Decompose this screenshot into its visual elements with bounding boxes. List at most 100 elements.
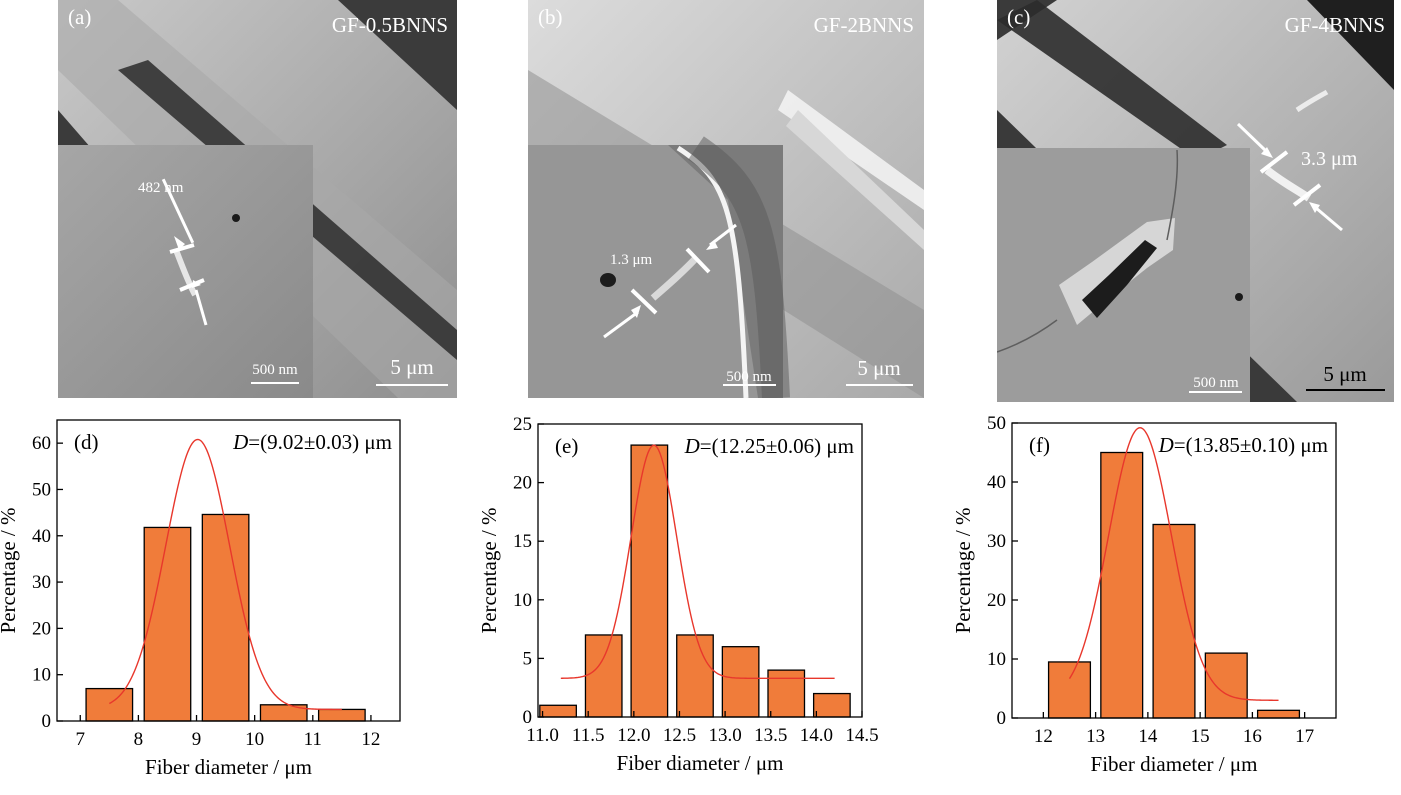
- sem-inset-measure-b: 1.3 μm: [610, 252, 653, 268]
- bar-3: [676, 634, 714, 718]
- x-tick-label: 8: [134, 729, 144, 750]
- y-tick-label: 10: [32, 665, 51, 686]
- sem-image-a: (a) GF-0.5BNNS 482 nm 500 nm 5 μm: [58, 0, 457, 398]
- x-tick-label: 12.5: [663, 725, 696, 746]
- y-tick-label: 40: [32, 526, 51, 547]
- sem-sample-a: GF-0.5BNNS: [332, 13, 448, 37]
- mean-diameter-annotation: D=(12.25±0.06) μm: [684, 434, 854, 458]
- sem-panel-c: (c) GF-4BNNS 3.3 μm 500 nm 5 μm: [997, 0, 1394, 402]
- sem-tag-b: (b): [538, 5, 563, 29]
- bar-0: [539, 704, 577, 718]
- y-tick-label: 20: [32, 618, 51, 639]
- sem-image-c: (c) GF-4BNNS 3.3 μm 500 nm 5 μm: [997, 0, 1394, 402]
- y-tick-label: 0: [997, 708, 1007, 729]
- bar-1: [143, 526, 192, 722]
- sem-main-scale-c: 5 μm: [1323, 362, 1366, 386]
- annotation-value: =(13.85±0.10) μm: [1174, 433, 1328, 457]
- y-tick-label: 50: [987, 413, 1006, 434]
- x-tick-label: 16: [1243, 726, 1262, 747]
- gaussian-fit-line: [1068, 427, 1279, 701]
- y-axis-label: Percentage / %: [477, 508, 501, 634]
- y-tick-label: 50: [32, 479, 51, 500]
- panel-tag: (d): [74, 430, 99, 454]
- sem-sample-c: GF-4BNNS: [1285, 13, 1385, 37]
- annotation-symbol: D: [232, 430, 248, 454]
- y-tick-label: 10: [513, 590, 532, 611]
- panel-tag: (e): [555, 434, 578, 458]
- x-tick-label: 13: [1086, 726, 1105, 747]
- y-tick-label: 0: [42, 711, 52, 732]
- x-tick-label: 10: [245, 729, 264, 750]
- sem-main-scale-a: 5 μm: [390, 355, 433, 379]
- bar-6: [812, 692, 851, 718]
- gaussian-fit-line: [560, 444, 835, 680]
- panel-tag: (f): [1029, 433, 1050, 457]
- x-tick-label: 11.0: [526, 725, 559, 746]
- x-tick-label: 14.0: [800, 725, 833, 746]
- y-tick-label: 20: [987, 590, 1006, 611]
- plot-frame: [1011, 422, 1337, 719]
- y-tick-label: 10: [987, 649, 1006, 670]
- y-tick-label: 15: [513, 531, 532, 552]
- annotation-symbol: D: [1158, 433, 1174, 457]
- annotation-value: =(12.25±0.06) μm: [700, 434, 854, 458]
- y-tick-label: 40: [987, 472, 1006, 493]
- x-tick-label: 14.5: [845, 725, 878, 746]
- y-tick-label: 30: [32, 572, 51, 593]
- x-axis-label: Fiber diameter / μm: [1091, 752, 1258, 776]
- bar-3: [1204, 652, 1248, 719]
- bar-1: [584, 634, 623, 718]
- sem-image-b: (b) GF-2BNNS 1.3 μm 500 nm 5 μm: [528, 0, 924, 398]
- bar-2: [201, 513, 250, 722]
- mean-diameter-annotation: D=(9.02±0.03) μm: [232, 430, 392, 454]
- bar-1: [1100, 451, 1144, 719]
- bar-2: [1152, 523, 1196, 719]
- x-tick-label: 15: [1191, 726, 1210, 747]
- bar-5: [767, 669, 806, 718]
- y-tick-label: 25: [513, 414, 532, 435]
- annotation-symbol: D: [684, 434, 700, 458]
- sem-sample-b: GF-2BNNS: [814, 13, 914, 37]
- y-tick-label: 60: [32, 433, 51, 454]
- sem-inset-measure-c: 3.3 μm: [1301, 148, 1358, 170]
- x-axis-label: Fiber diameter / μm: [145, 755, 312, 779]
- x-tick-label: 13.0: [708, 725, 741, 746]
- x-tick-label: 13.5: [754, 725, 787, 746]
- y-tick-label: 20: [513, 473, 532, 494]
- gaussian-fit-line: [108, 438, 342, 711]
- sem-inset-scale-b: 500 nm: [726, 369, 772, 385]
- x-tick-label: 17: [1295, 726, 1314, 747]
- y-tick-label: 5: [523, 648, 533, 669]
- x-tick-label: 12.0: [617, 725, 650, 746]
- bar-4: [721, 646, 760, 718]
- x-tick-label: 14: [1138, 726, 1158, 747]
- annotation-value: =(9.02±0.03) μm: [248, 430, 392, 454]
- bar-4: [317, 708, 366, 722]
- x-tick-label: 9: [192, 729, 202, 750]
- x-tick-label: 12: [1034, 726, 1053, 747]
- sem-panel-b: (b) GF-2BNNS 1.3 μm 500 nm 5 μm: [528, 0, 924, 398]
- histogram-f: 12 13 14 15 16 17 0 10 20 30 40 50 Fiber diameter / …: [951, 413, 1337, 776]
- bar-0: [1047, 661, 1092, 719]
- x-tick-label: 7: [76, 729, 86, 750]
- y-axis-label: Percentage / %: [951, 508, 975, 634]
- x-tick-label: 12: [361, 729, 380, 750]
- plot-frame: [537, 423, 863, 718]
- sem-panel-a: (a) GF-0.5BNNS 482 nm 500 nm 5 μm: [58, 0, 457, 398]
- y-axis-label: Percentage / %: [0, 508, 20, 634]
- y-tick-label: 30: [987, 531, 1006, 552]
- histogram-e: 11.0 11.5 12.0 12.5 13.0 13.5 14.0 14.5 0 5 10 15 20…: [477, 414, 879, 775]
- histogram-d: 7 8 9 10 11 12 0 10 20 30 40 50 60 Fiber diameter / μ…: [0, 419, 401, 779]
- plot-frame: [56, 419, 401, 722]
- bar-0: [85, 687, 134, 722]
- bar-4: [1256, 709, 1301, 719]
- sem-tag-c: (c): [1007, 5, 1030, 29]
- sem-main-scale-b: 5 μm: [857, 356, 900, 380]
- sem-inset-scale-c: 500 nm: [1193, 375, 1239, 391]
- bar-2: [630, 444, 669, 718]
- x-axis-label: Fiber diameter / μm: [617, 751, 784, 775]
- y-tick-label: 0: [523, 707, 533, 728]
- sem-inset-measure-a: 482 nm: [138, 180, 184, 196]
- x-tick-label: 11: [304, 729, 322, 750]
- x-tick-label: 11.5: [572, 725, 605, 746]
